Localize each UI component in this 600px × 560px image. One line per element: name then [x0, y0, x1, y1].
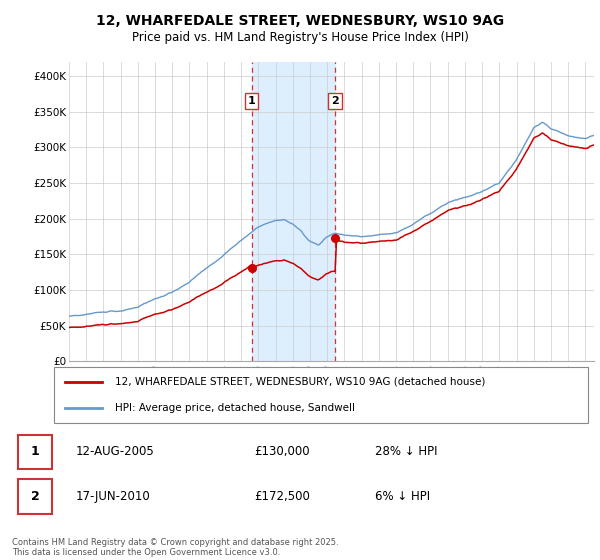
Text: Price paid vs. HM Land Registry's House Price Index (HPI): Price paid vs. HM Land Registry's House … [131, 31, 469, 44]
Text: 1: 1 [31, 445, 40, 458]
Text: £130,000: £130,000 [254, 445, 310, 458]
Text: 12, WHARFEDALE STREET, WEDNESBURY, WS10 9AG (detached house): 12, WHARFEDALE STREET, WEDNESBURY, WS10 … [115, 377, 486, 387]
FancyBboxPatch shape [54, 367, 588, 423]
Text: Contains HM Land Registry data © Crown copyright and database right 2025.
This d: Contains HM Land Registry data © Crown c… [12, 538, 338, 557]
Text: 2: 2 [31, 490, 40, 503]
FancyBboxPatch shape [18, 435, 52, 469]
Text: £172,500: £172,500 [254, 490, 310, 503]
Bar [252, 62, 335, 361]
FancyBboxPatch shape [18, 479, 52, 514]
Text: 1: 1 [248, 96, 256, 106]
Text: 6% ↓ HPI: 6% ↓ HPI [375, 490, 430, 503]
Text: 2: 2 [331, 96, 339, 106]
Text: 12, WHARFEDALE STREET, WEDNESBURY, WS10 9AG: 12, WHARFEDALE STREET, WEDNESBURY, WS10 … [96, 14, 504, 28]
Text: HPI: Average price, detached house, Sandwell: HPI: Average price, detached house, Sand… [115, 403, 355, 413]
Text: 12-AUG-2005: 12-AUG-2005 [76, 445, 154, 458]
Text: 28% ↓ HPI: 28% ↓ HPI [375, 445, 437, 458]
Text: 17-JUN-2010: 17-JUN-2010 [76, 490, 150, 503]
